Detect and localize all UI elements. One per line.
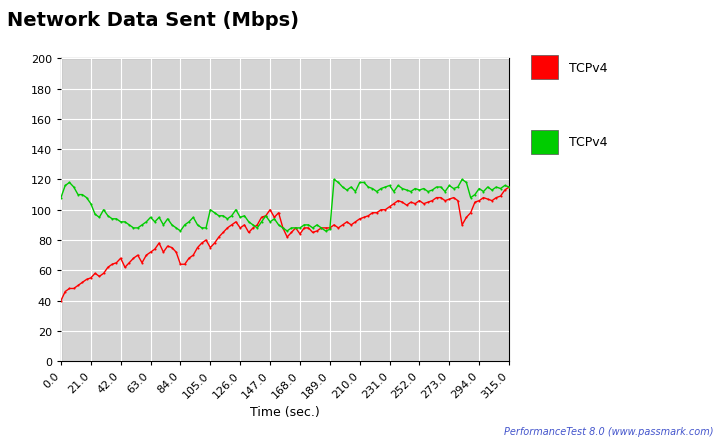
- X-axis label: Time (sec.): Time (sec.): [250, 406, 320, 418]
- Text: TCPv4: TCPv4: [569, 61, 607, 74]
- Text: PerformanceTest 8.0 (www.passmark.com): PerformanceTest 8.0 (www.passmark.com): [504, 426, 713, 436]
- Text: Network Data Sent (Mbps): Network Data Sent (Mbps): [7, 11, 299, 30]
- Text: TCPv4: TCPv4: [569, 136, 607, 149]
